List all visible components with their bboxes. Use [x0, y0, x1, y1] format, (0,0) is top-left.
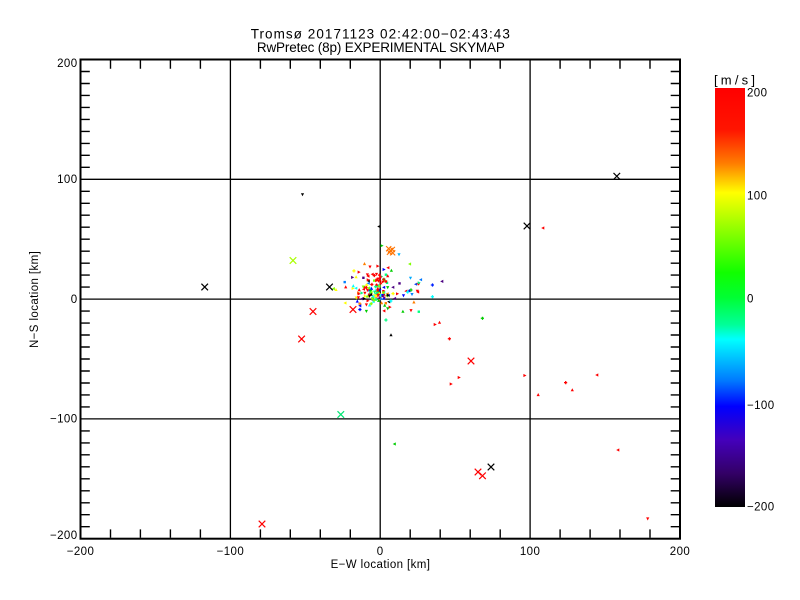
svg-text:N−S location [km]: N−S location [km] [29, 251, 41, 348]
svg-text:−200: −200 [67, 546, 95, 558]
svg-text:100: 100 [520, 546, 540, 558]
svg-text:RwPretec (8p) EXPERIMENTAL SKY: RwPretec (8p) EXPERIMENTAL SKYMAP [257, 40, 505, 55]
svg-text:−200: −200 [747, 502, 775, 514]
svg-text:−100: −100 [50, 414, 78, 426]
svg-text:100: 100 [57, 174, 77, 186]
svg-text:0: 0 [71, 294, 78, 306]
svg-text:0: 0 [377, 546, 384, 558]
svg-text:200: 200 [57, 58, 77, 70]
svg-text:−100: −100 [217, 546, 245, 558]
svg-text:−100: −100 [747, 400, 775, 412]
svg-text:200: 200 [670, 546, 690, 558]
svg-text:100: 100 [747, 191, 767, 203]
svg-text:−200: −200 [50, 530, 78, 542]
svg-text:Tromsø 20171123 02:42:00−02:43: Tromsø 20171123 02:42:00−02:43:43 [251, 27, 511, 42]
svg-text:E−W location [km]: E−W location [km] [331, 559, 431, 571]
svg-text:[m/s]: [m/s] [714, 73, 758, 88]
svg-text:0: 0 [747, 294, 754, 306]
svg-text:200: 200 [747, 88, 767, 100]
